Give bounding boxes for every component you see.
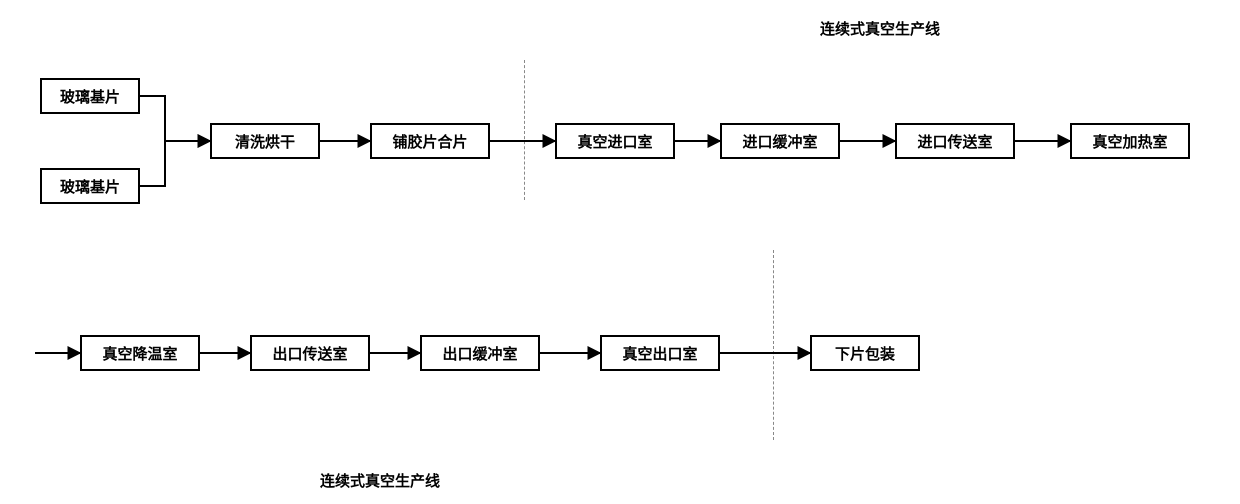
node-label: 出口缓冲室 (442, 343, 517, 364)
separator-1 (524, 60, 525, 200)
node-inlet-transfer: 进口传送室 (895, 123, 1015, 159)
node-unload-pack: 下片包装 (810, 335, 920, 371)
edge (140, 96, 210, 141)
title-top-text: 连续式真空生产线 (820, 22, 940, 38)
node-label: 玻璃基片 (60, 86, 120, 107)
node-vacuum-inlet: 真空进口室 (555, 123, 675, 159)
node-label: 真空加热室 (1092, 131, 1167, 152)
flowchart-canvas: 连续式真空生产线 连续式真空生产线 玻璃基片 玻璃基片 清洗烘干 铺胶片合片 真… (0, 0, 1240, 504)
node-glass-substrate-2: 玻璃基片 (40, 168, 140, 204)
node-label: 铺胶片合片 (392, 131, 467, 152)
node-label: 真空进口室 (577, 131, 652, 152)
node-outlet-buffer: 出口缓冲室 (420, 335, 540, 371)
node-label: 玻璃基片 (60, 176, 120, 197)
node-inlet-buffer: 进口缓冲室 (720, 123, 840, 159)
title-bottom: 连续式真空生产线 (320, 470, 440, 491)
node-label: 真空出口室 (622, 343, 697, 364)
node-label: 真空降温室 (102, 343, 177, 364)
node-label: 出口传送室 (272, 343, 347, 364)
node-vacuum-cooling: 真空降温室 (80, 335, 200, 371)
node-wash-dry: 清洗烘干 (210, 123, 320, 159)
node-label: 进口缓冲室 (742, 131, 817, 152)
node-laminate: 铺胶片合片 (370, 123, 490, 159)
node-glass-substrate-1: 玻璃基片 (40, 78, 140, 114)
title-top: 连续式真空生产线 (820, 18, 940, 39)
node-vacuum-heating: 真空加热室 (1070, 123, 1190, 159)
separator-2 (773, 250, 774, 440)
node-label: 进口传送室 (917, 131, 992, 152)
node-vacuum-outlet: 真空出口室 (600, 335, 720, 371)
edges-layer (0, 0, 1240, 504)
title-bottom-text: 连续式真空生产线 (320, 474, 440, 490)
edge (140, 141, 210, 186)
node-label: 下片包装 (835, 343, 895, 364)
node-outlet-transfer: 出口传送室 (250, 335, 370, 371)
node-label: 清洗烘干 (235, 131, 295, 152)
